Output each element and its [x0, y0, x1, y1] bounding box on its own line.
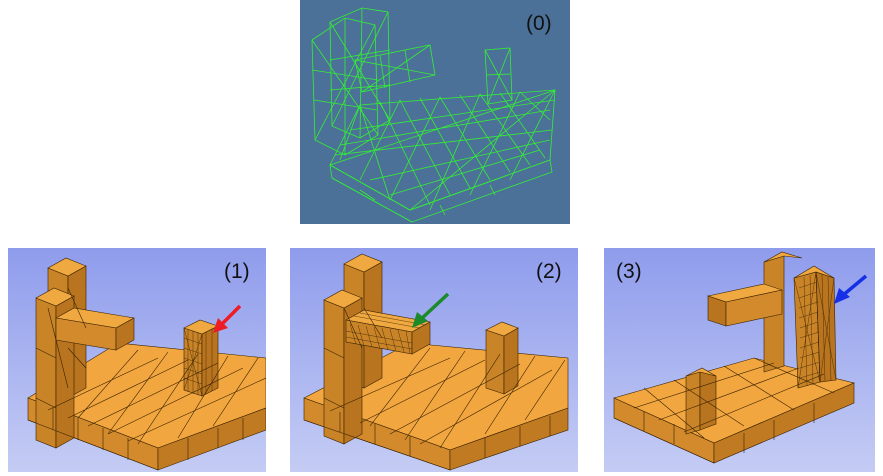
post-fine-mesh — [183, 327, 213, 397]
panel-label-0: (0) — [526, 12, 552, 35]
panel-shaded-mesh-1: (1) — [8, 248, 266, 472]
tower-fine-mesh — [793, 271, 837, 389]
arm-fine-mesh — [345, 312, 427, 354]
base-mesh-lines — [303, 307, 566, 471]
base-plate-right — [157, 407, 266, 471]
base-plate-right — [713, 382, 855, 464]
right-post-top — [485, 321, 519, 337]
panel-wireframe-mesh: (0) — [300, 0, 570, 224]
shaded-view-1 — [8, 248, 266, 472]
back-tower-top — [763, 251, 803, 263]
right-post-side — [503, 327, 519, 395]
shaded-view-2 — [290, 248, 578, 472]
arm-end — [115, 317, 135, 351]
panel-label-1: (1) — [224, 260, 250, 283]
front-tower-front — [323, 299, 345, 445]
green-arrow — [412, 292, 450, 328]
panel-shaded-mesh-2: (2) — [290, 248, 578, 472]
red-arrow — [213, 304, 242, 333]
blue-arrow — [834, 274, 868, 304]
wireframe-mesh — [311, 7, 556, 223]
front-tower-top — [323, 289, 363, 309]
base-mesh-lines — [27, 287, 266, 471]
panel-shaded-mesh-3: (3) — [604, 248, 875, 472]
front-post-side — [699, 371, 717, 431]
wireframe-view — [300, 0, 570, 224]
front-tower-top — [35, 287, 75, 307]
back-tower-top — [47, 257, 87, 277]
panel-label-3: (3) — [616, 260, 642, 283]
base-plate-right — [449, 407, 569, 471]
front-post-top — [685, 367, 717, 377]
back-tower-top — [343, 253, 383, 273]
wireframe-mesh-lines — [311, 7, 556, 223]
shaded-view-3 — [604, 248, 875, 472]
arm-side — [725, 289, 783, 327]
panel-label-2: (2) — [536, 260, 562, 283]
arm-end — [411, 321, 431, 355]
base-mesh-lines — [613, 357, 835, 464]
